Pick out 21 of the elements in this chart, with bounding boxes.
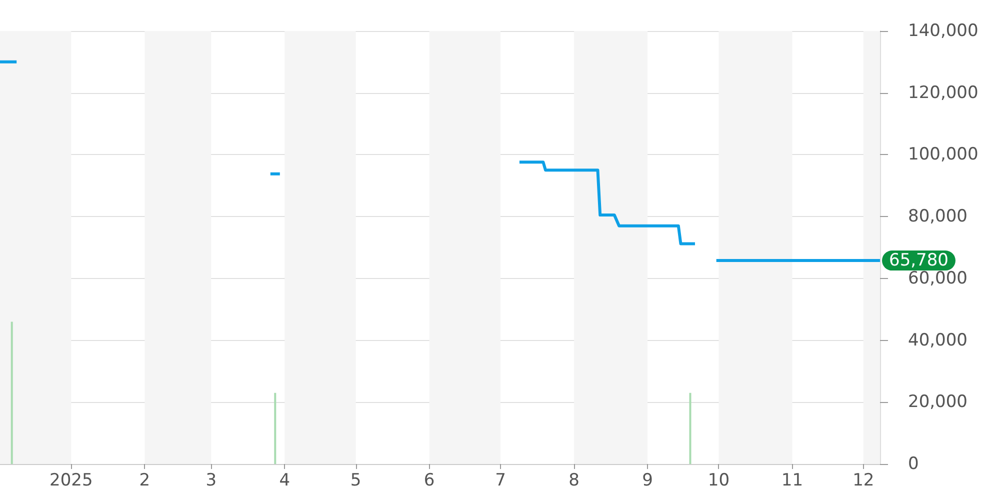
y-tick-label: 140,000 bbox=[908, 21, 978, 41]
x-tick-label: 2 bbox=[139, 470, 150, 490]
data-label: 65,780 bbox=[889, 250, 948, 271]
x-tick-label: 8 bbox=[568, 470, 580, 490]
y-tick-label: 40,000 bbox=[908, 330, 968, 350]
x-tick-label: 3 bbox=[206, 470, 217, 490]
x-tick-label: 4 bbox=[279, 470, 290, 490]
y-tick-label: 60,000 bbox=[908, 268, 968, 288]
x-tick-label: 7 bbox=[495, 470, 506, 490]
y-tick-label: 120,000 bbox=[908, 82, 978, 103]
x-tick-label: 12 bbox=[852, 470, 874, 490]
y-tick-label: 20,000 bbox=[908, 392, 968, 412]
y-tick-label: 100,000 bbox=[908, 144, 978, 165]
x-tick-label: 10 bbox=[708, 470, 730, 490]
x-tick-label: 9 bbox=[642, 470, 653, 490]
x-tick-label: 5 bbox=[350, 470, 362, 490]
x-tick-label: 2025 bbox=[50, 470, 93, 490]
x-tick-label: 11 bbox=[781, 470, 804, 490]
y-tick-label: 80,000 bbox=[908, 206, 968, 227]
x-tick-label: 6 bbox=[424, 470, 435, 490]
y-tick-label: 0 bbox=[908, 454, 919, 474]
